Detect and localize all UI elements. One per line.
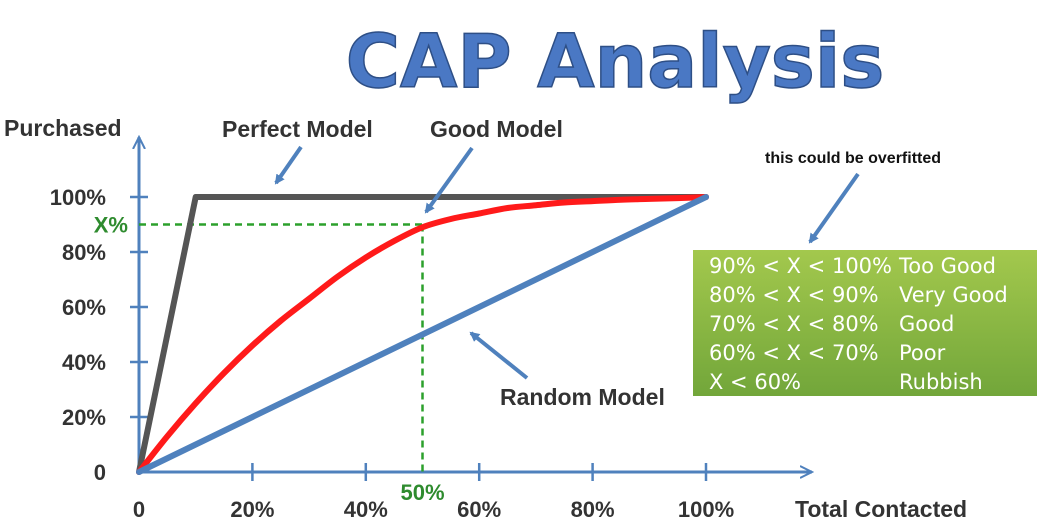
y-tick-label: 100% (50, 185, 106, 210)
y-tick-label: 0 (94, 460, 106, 485)
y-tick-label: 20% (62, 405, 106, 430)
legend-rating: Poor (899, 341, 946, 365)
legend-range: X < 60% (709, 370, 802, 394)
chart-title: CAP Analysis (346, 19, 885, 105)
reference-y-label: X% (94, 213, 128, 238)
legend-rating: Too Good (899, 254, 996, 278)
y-tick-label: 80% (62, 240, 106, 265)
x-tick-label: 100% (678, 497, 734, 522)
legend-rating: Rubbish (899, 370, 983, 394)
x-tick-label: 60% (457, 497, 501, 522)
overfit-note-arrow (808, 172, 860, 244)
perfect-model-line (136, 194, 709, 475)
overfit-note: this could be overfitted (765, 150, 941, 167)
legend-row: 70% < X < 80% Good (709, 310, 954, 338)
legend-row: 90% < X < 100% Too Good (709, 252, 996, 280)
tick-group: 0 20% 40% 60% 80% 100% 0 20% 40% 60% 80% 100% (50, 185, 734, 522)
y-axis-label: Purchased (4, 115, 122, 141)
legend-range: 90% < X < 100% (709, 254, 892, 278)
good-model-label: Good Model (430, 116, 563, 142)
legend-rating: Good (899, 312, 955, 336)
reference-lines: X% 50% (94, 213, 445, 506)
x-tick-label: 20% (230, 497, 274, 522)
perfect-model-arrow (274, 145, 303, 185)
legend-range: 80% < X < 90% (709, 283, 879, 307)
y-tick-label: 40% (62, 350, 106, 375)
good-model-arrow (424, 146, 474, 214)
reference-x-label: 50% (400, 480, 444, 505)
legend-row: 80% < X < 90% Very Good (709, 281, 1008, 309)
y-tick-label: 60% (62, 295, 106, 320)
x-axis-label: Total Contacted (795, 496, 967, 522)
good-model-line (136, 194, 709, 475)
legend-range: 70% < X < 80% (709, 312, 879, 336)
legend-range: 60% < X < 70% (709, 341, 879, 365)
legend-row: X < 60% Rubbish (709, 368, 983, 396)
x-tick-label: 40% (344, 497, 388, 522)
random-model-label: Random Model (500, 384, 665, 410)
random-model-line (136, 194, 709, 475)
series-group (136, 194, 709, 475)
perfect-model-label: Perfect Model (222, 116, 373, 142)
x-tick-label: 0 (133, 497, 145, 522)
legend-rating: Very Good (899, 283, 1008, 307)
random-model-arrow (469, 331, 529, 380)
score-legend: 90% < X < 100% Too Good 80% < X < 90% Very… (693, 250, 1037, 396)
legend-row: 60% < X < 70% Poor (709, 339, 945, 367)
x-tick-label: 80% (571, 497, 615, 522)
